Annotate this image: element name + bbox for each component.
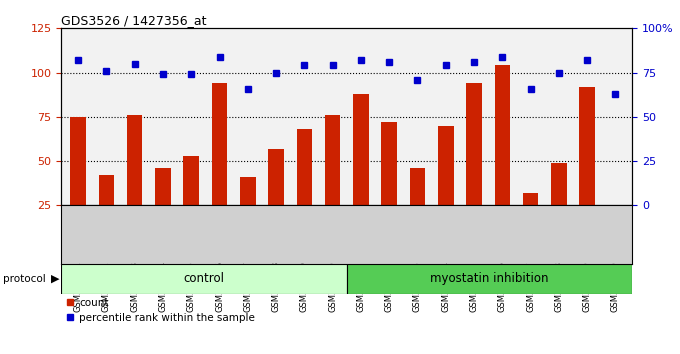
- Bar: [296, 129, 312, 205]
- Bar: [381, 122, 397, 205]
- Text: control: control: [184, 272, 224, 285]
- Bar: [551, 163, 566, 205]
- Bar: [523, 193, 539, 205]
- Bar: [127, 115, 143, 205]
- Bar: [211, 83, 227, 205]
- Bar: [353, 94, 369, 205]
- Legend: count, percentile rank within the sample: count, percentile rank within the sample: [61, 294, 259, 327]
- Bar: [438, 126, 454, 205]
- Bar: [240, 177, 256, 205]
- Text: protocol: protocol: [3, 274, 46, 284]
- Bar: [410, 168, 425, 205]
- Bar: [494, 65, 510, 205]
- Bar: [71, 117, 86, 205]
- Text: GDS3526 / 1427356_at: GDS3526 / 1427356_at: [61, 14, 207, 27]
- Text: ▶: ▶: [51, 274, 60, 284]
- Text: myostatin inhibition: myostatin inhibition: [430, 272, 549, 285]
- Bar: [579, 87, 595, 205]
- Bar: [347, 264, 632, 294]
- Bar: [155, 168, 171, 205]
- Bar: [184, 156, 199, 205]
- Bar: [61, 264, 347, 294]
- Bar: [99, 175, 114, 205]
- Bar: [466, 83, 482, 205]
- Bar: [325, 115, 341, 205]
- Bar: [269, 149, 284, 205]
